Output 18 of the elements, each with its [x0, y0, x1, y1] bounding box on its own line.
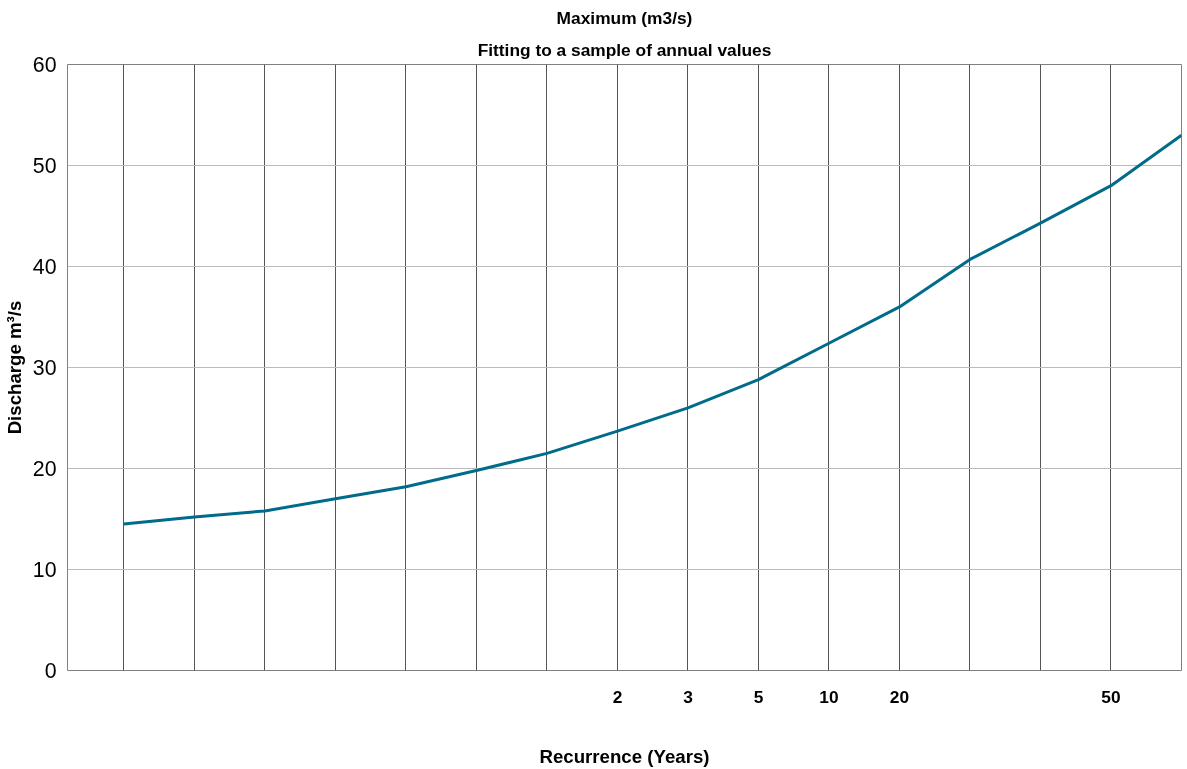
y-tick-label: 30 — [32, 356, 57, 380]
y-tick-label: 50 — [32, 154, 57, 178]
y-tick-label: 60 — [32, 53, 57, 77]
x-tick-label: 10 — [819, 686, 839, 707]
x-tick-label: 20 — [889, 686, 910, 707]
x-tick-label: 50 — [1101, 686, 1121, 707]
chart-title: Maximum (m3/s) — [556, 7, 693, 28]
x-tick-label: 2 — [612, 686, 623, 707]
y-tick-label: 40 — [32, 255, 57, 279]
line-series — [122, 133, 1182, 526]
chart-subtitle: Fitting to a sample of annual values — [477, 39, 772, 60]
y-axis-title: Discharge m³/s — [3, 300, 25, 435]
x-axis-title: Recurrence (Years) — [539, 745, 710, 767]
y-tick-label: 0 — [44, 659, 57, 683]
y-tick-label: 10 — [32, 558, 57, 582]
y-tick-label: 20 — [32, 457, 57, 481]
x-tick-label: 5 — [753, 686, 764, 707]
x-tick-label: 3 — [683, 686, 694, 707]
